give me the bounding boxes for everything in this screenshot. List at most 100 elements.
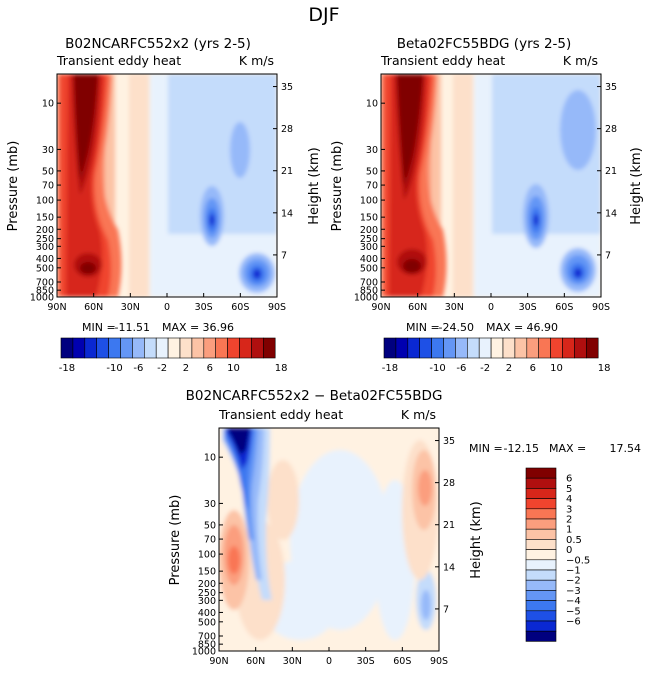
- pressure-tick-label: 700: [360, 277, 378, 288]
- colorbar-label: −6: [566, 617, 581, 628]
- height-tick-label: 35: [605, 82, 617, 93]
- colorbar-label: 6: [207, 363, 213, 374]
- colorbar-label: -10: [429, 363, 445, 374]
- colorbar-swatch: [525, 569, 557, 581]
- latitude-tick-label: 90N: [47, 302, 66, 313]
- latitude-tick-label: 60N: [84, 302, 103, 313]
- colorbar-label: −4: [566, 596, 581, 607]
- y-axis-label-left: Pressure (mb): [330, 141, 345, 232]
- panel-top-right: Beta02FC55BDG (yrs 2-5) Transient eddy h…: [330, 36, 644, 374]
- colorbar-swatch: [395, 337, 409, 359]
- pressure-tick-label: 500: [198, 617, 216, 628]
- min-label: MIN =: [82, 321, 116, 334]
- colorbar-label: 10: [227, 363, 240, 374]
- latitude-axis: 90N 60N 30N 0 30S 60S 90S: [371, 293, 610, 313]
- height-tick-label: 21: [443, 520, 455, 531]
- colorbar-swatch: [514, 337, 528, 359]
- colorbar-swatch: [144, 337, 157, 359]
- colorbar-label: 3: [566, 504, 572, 515]
- height-tick-label: 7: [281, 250, 287, 261]
- height-tick-label: 28: [281, 124, 293, 135]
- panel-top-left: B02NCARFC552x2 (yrs 2-5) Transient eddy …: [6, 36, 322, 374]
- latitude-tick-label: 30N: [283, 656, 302, 667]
- max-value: 46.90: [527, 321, 559, 334]
- colorbar-swatch: [167, 337, 181, 359]
- pressure-tick-label: 10: [204, 453, 216, 464]
- latitude-tick-label: 30S: [519, 302, 537, 313]
- colorbar-label: 0: [566, 545, 572, 556]
- y-axis-label-left: Pressure (mb): [6, 141, 21, 232]
- pressure-tick-label: 30: [204, 499, 216, 510]
- colorbar-swatch: [525, 467, 557, 479]
- colorbar-swatch: [490, 337, 504, 359]
- height-axis: 35 28 21 14 7: [435, 436, 455, 615]
- colorbar-swatch: [526, 337, 539, 359]
- colorbar-swatch: [525, 549, 557, 561]
- latitude-tick-label: 60S: [555, 302, 573, 313]
- colorbar-label: -2: [480, 363, 490, 374]
- latitude-tick-label: 0: [326, 656, 332, 667]
- colorbar-swatch: [502, 337, 516, 359]
- colorbar: -18 -10 -6 -2 2 6 10 18: [382, 337, 611, 374]
- colorbar-swatch: [191, 337, 205, 359]
- colorbar-swatch: [550, 337, 563, 359]
- colorbar-swatch: [525, 488, 557, 499]
- colorbar-swatch: [525, 610, 557, 622]
- pressure-tick-label: 70: [366, 181, 378, 192]
- panel-subtitle-right: K m/s: [563, 53, 598, 68]
- height-tick-label: 7: [443, 604, 449, 615]
- pressure-tick-label: 200: [36, 225, 54, 236]
- latitude-tick-label: 90N: [371, 302, 390, 313]
- colorbar-label: 18: [598, 363, 611, 374]
- height-tick-label: 14: [605, 208, 617, 219]
- colorbar-swatch: [383, 337, 397, 359]
- height-tick-label: 28: [443, 478, 455, 489]
- panel-subtitle-right: K m/s: [239, 53, 274, 68]
- contour-field: [381, 74, 601, 297]
- min-value: -11.51: [115, 321, 150, 334]
- pressure-tick-label: 70: [204, 535, 216, 546]
- panel-subtitle-left: Transient eddy heat: [218, 407, 343, 422]
- pressure-tick-label: 100: [36, 196, 54, 207]
- colorbar-label: 4: [566, 494, 572, 505]
- y-axis-label-right: Height (km): [469, 501, 484, 578]
- colorbar-swatch: [525, 600, 557, 612]
- colorbar-swatch: [478, 337, 492, 359]
- colorbar-swatch: [215, 337, 228, 359]
- colorbar-swatch: [525, 559, 557, 571]
- colorbar-swatch: [251, 337, 264, 359]
- min-value: -24.50: [439, 321, 474, 334]
- colorbar-swatch: [96, 337, 109, 359]
- pressure-tick-label: 500: [36, 263, 54, 274]
- pressure-tick-label: 400: [36, 254, 54, 265]
- pressure-tick-label: 250: [360, 234, 378, 245]
- colorbar-swatch: [431, 337, 444, 359]
- pressure-tick-label: 50: [42, 166, 54, 177]
- max-label: MAX =: [162, 321, 199, 334]
- colorbar-swatch: [455, 337, 468, 359]
- colorbar-swatch: [227, 337, 240, 359]
- colorbar-swatch: [562, 337, 575, 359]
- colorbar-label: 1: [566, 525, 572, 536]
- colorbar-label: 2: [566, 515, 572, 526]
- colorbar-label: 18: [275, 363, 288, 374]
- colorbar-label: −2: [566, 576, 581, 587]
- pressure-tick-label: 30: [366, 145, 378, 156]
- colorbar-label: 2: [183, 363, 189, 374]
- height-axis: 35 28 21 14 7: [597, 82, 617, 261]
- max-value: 17.54: [610, 442, 642, 455]
- colorbar-swatch: [262, 337, 276, 359]
- latitude-tick-label: 90S: [592, 302, 610, 313]
- pressure-tick-label: 400: [360, 254, 378, 265]
- colorbar-label: 0.5: [566, 535, 582, 546]
- colorbar-swatch: [407, 337, 420, 359]
- latitude-axis: 90N 60N 30N 0 30S 60S 90S: [47, 293, 286, 313]
- panel-subtitle-right: K m/s: [401, 407, 436, 422]
- pressure-tick-label: 400: [198, 608, 216, 619]
- latitude-tick-label: 90S: [268, 302, 286, 313]
- height-tick-label: 35: [281, 82, 293, 93]
- pressure-tick-label: 30: [42, 145, 54, 156]
- y-axis-label-right: Height (km): [307, 147, 322, 224]
- colorbar-swatch: [525, 590, 557, 601]
